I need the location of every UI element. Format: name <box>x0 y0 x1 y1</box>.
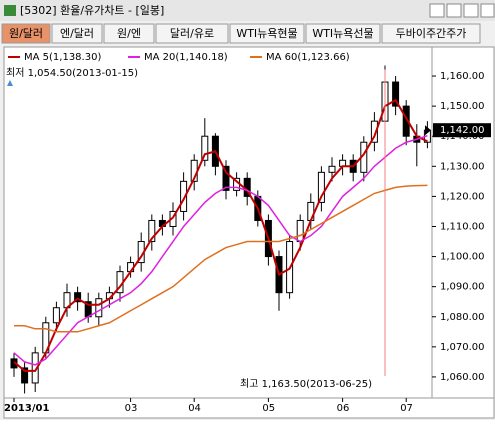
ma-line <box>13 134 428 366</box>
y-tick-label: 1,070.00 <box>440 342 485 353</box>
y-tick-label: 1,090.00 <box>440 282 485 293</box>
window-title: [5302] 환율/유가차트 - [일봉] <box>20 3 164 17</box>
candle-body <box>21 367 29 384</box>
candle-body <box>222 165 230 191</box>
minimize-button[interactable] <box>446 3 462 18</box>
tab[interactable] <box>1 23 51 44</box>
low-marker <box>7 80 13 86</box>
candle-body <box>392 81 400 107</box>
tab-label: 두바이주간주가 <box>396 27 467 40</box>
candle-body <box>296 219 304 243</box>
close-button[interactable] <box>480 3 495 18</box>
tab-label: 달러/유로 <box>170 27 214 40</box>
y-tick-label: 1,150.00 <box>440 101 485 112</box>
ma-line <box>13 98 428 372</box>
tab[interactable] <box>51 23 103 44</box>
x-tick-label: 05 <box>262 403 275 414</box>
help-button[interactable] <box>429 3 445 18</box>
tab-label: WTI뉴욕선물 <box>312 27 373 40</box>
title-bar <box>0 0 495 21</box>
x-tick-label: 03 <box>125 403 138 414</box>
candle-body <box>180 180 188 212</box>
y-tick-label: 1,120.00 <box>440 191 485 202</box>
tab[interactable] <box>103 23 155 44</box>
tab-label: WTI뉴욕현물 <box>236 27 297 40</box>
maximize-button[interactable] <box>463 3 479 18</box>
candle-body <box>31 352 39 384</box>
low-annotation: 최저 1,054.50(2013-01-15) <box>6 67 138 79</box>
tab[interactable] <box>155 23 229 44</box>
candle-body <box>402 105 410 137</box>
candle-body <box>74 292 82 303</box>
y-axis-area <box>431 46 495 399</box>
x-axis-area <box>3 397 495 419</box>
legend-label: MA 60(1,123.66) <box>266 52 350 63</box>
x-tick-label: 07 <box>400 403 413 414</box>
tab[interactable] <box>229 23 305 44</box>
candle-body <box>148 219 156 243</box>
candle-body <box>328 165 336 173</box>
y-tick-label: 1,100.00 <box>440 252 485 263</box>
last-price-label: 1,142.00 <box>440 125 485 136</box>
candle-body <box>52 307 60 324</box>
y-tick-label: 1,080.00 <box>440 312 485 323</box>
tab-label: 엔/달러 <box>60 27 94 40</box>
tab[interactable] <box>381 23 481 44</box>
candle-body <box>201 135 209 161</box>
app-icon <box>4 5 16 16</box>
x-tick-label: 04 <box>188 403 201 414</box>
x-tick-label: 06 <box>337 403 350 414</box>
tab-label: 원/엔 <box>117 27 141 40</box>
last-price-pointer <box>425 125 431 136</box>
legend-label: MA 5(1,138.30) <box>24 52 101 63</box>
candle-body <box>95 298 103 318</box>
y-tick-label: 1,110.00 <box>440 221 485 232</box>
tab[interactable] <box>305 23 381 44</box>
x-tick-label: 2013/01 <box>4 403 49 414</box>
legend-label: MA 20(1,140.18) <box>144 52 228 63</box>
y-tick-label: 1,130.00 <box>440 161 485 172</box>
tab-label: 원/달러 <box>9 27 43 40</box>
high-annotation: 최고 1,163.50(2013-06-25) <box>240 378 372 390</box>
candle-body <box>317 171 325 203</box>
plot-area <box>3 46 433 399</box>
ma-line <box>14 184 428 333</box>
candle-body <box>370 120 378 143</box>
y-tick-label: 1,060.00 <box>440 372 485 383</box>
y-tick-label: 1,160.00 <box>440 71 485 82</box>
last-price-box <box>433 123 491 138</box>
